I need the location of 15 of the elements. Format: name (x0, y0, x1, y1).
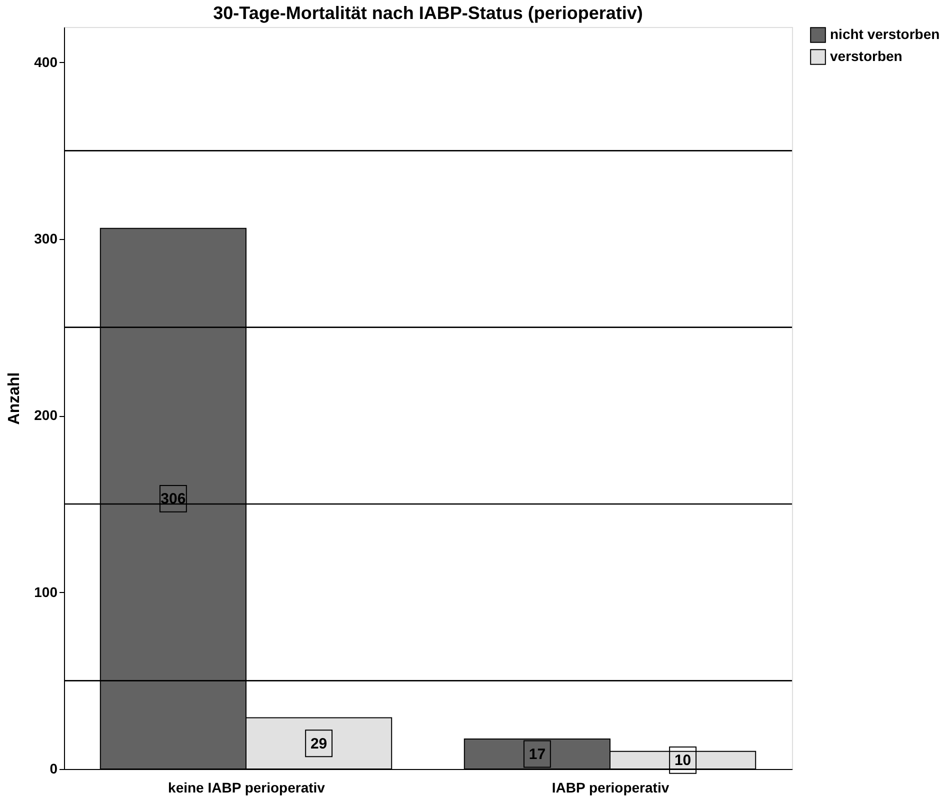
x-tick-label: IABP perioperativ (552, 780, 670, 796)
y-tick-label: 200 (34, 407, 58, 424)
y-tick-label: 400 (34, 54, 58, 70)
data-label: 306 (160, 490, 186, 508)
y-tick-label: 100 (34, 584, 58, 600)
legend-label: verstorben (830, 48, 902, 64)
data-label: 10 (674, 752, 692, 770)
data-label: 17 (528, 746, 546, 763)
chart-title: 30-Tage-Mortalität nach IABP-Status (perioperativ) (213, 3, 643, 23)
y-axis-title: Anzahl (6, 372, 24, 425)
data-label: 29 (310, 735, 328, 752)
y-tick-label: 300 (34, 230, 58, 246)
x-tick-label: keine IABP perioperativ (168, 780, 326, 796)
legend-label: nicht verstorben (830, 26, 940, 42)
y-tick-label: 0 (50, 760, 58, 776)
